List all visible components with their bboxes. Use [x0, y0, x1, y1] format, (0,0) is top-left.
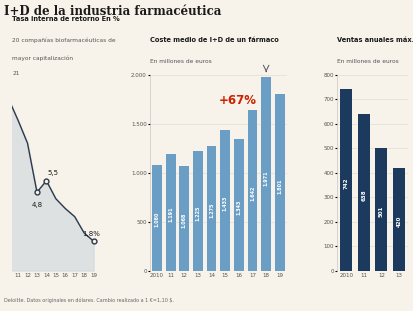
Text: 1.191: 1.191: [168, 207, 173, 222]
Text: 1.080: 1.080: [154, 212, 159, 227]
Text: +67%: +67%: [218, 94, 256, 107]
Text: Coste medio de I+D de un fármaco: Coste medio de I+D de un fármaco: [150, 37, 278, 44]
Text: En millones de euros: En millones de euros: [150, 59, 211, 64]
Text: 1.971: 1.971: [263, 170, 268, 186]
Bar: [206, 146, 216, 271]
Text: 1.275: 1.275: [209, 203, 214, 218]
Text: 420: 420: [396, 216, 401, 227]
Bar: [392, 168, 404, 271]
Text: 1.642: 1.642: [249, 186, 254, 201]
Text: 4,8: 4,8: [31, 202, 42, 208]
Text: 501: 501: [378, 206, 383, 217]
Bar: [274, 94, 284, 271]
Text: 1.068: 1.068: [181, 213, 186, 228]
Text: 1.433: 1.433: [222, 196, 227, 211]
Bar: [152, 165, 161, 271]
Text: Tasa interna de retorno En %: Tasa interna de retorno En %: [12, 16, 120, 22]
Bar: [233, 139, 243, 271]
Text: 1,8%: 1,8%: [82, 231, 100, 237]
Text: 21: 21: [12, 71, 20, 76]
Text: 638: 638: [361, 190, 366, 202]
Bar: [247, 110, 257, 271]
Bar: [375, 148, 387, 271]
Bar: [192, 151, 202, 271]
Text: I+D de la industria farmacéutica: I+D de la industria farmacéutica: [4, 5, 221, 18]
Bar: [261, 77, 271, 271]
Text: 1.801: 1.801: [277, 178, 282, 193]
Bar: [179, 166, 189, 271]
Text: Ventas anuales máx.: Ventas anuales máx.: [337, 37, 413, 44]
Text: En millones de euros: En millones de euros: [337, 59, 398, 64]
Bar: [220, 130, 230, 271]
Bar: [165, 154, 175, 271]
Text: 1.225: 1.225: [195, 205, 200, 220]
Text: mayor capitalización: mayor capitalización: [12, 55, 73, 61]
Text: 1.343: 1.343: [236, 200, 241, 215]
Text: Deloitte. Datos originales en dólares. Cambio realizado a 1 €=1,10 $.: Deloitte. Datos originales en dólares. C…: [4, 298, 174, 303]
Text: 742: 742: [343, 178, 348, 189]
Bar: [357, 114, 369, 271]
Bar: [339, 89, 351, 271]
Text: 5,5: 5,5: [47, 170, 58, 176]
Text: 20 compañías biofarmacéuticas de: 20 compañías biofarmacéuticas de: [12, 37, 116, 43]
